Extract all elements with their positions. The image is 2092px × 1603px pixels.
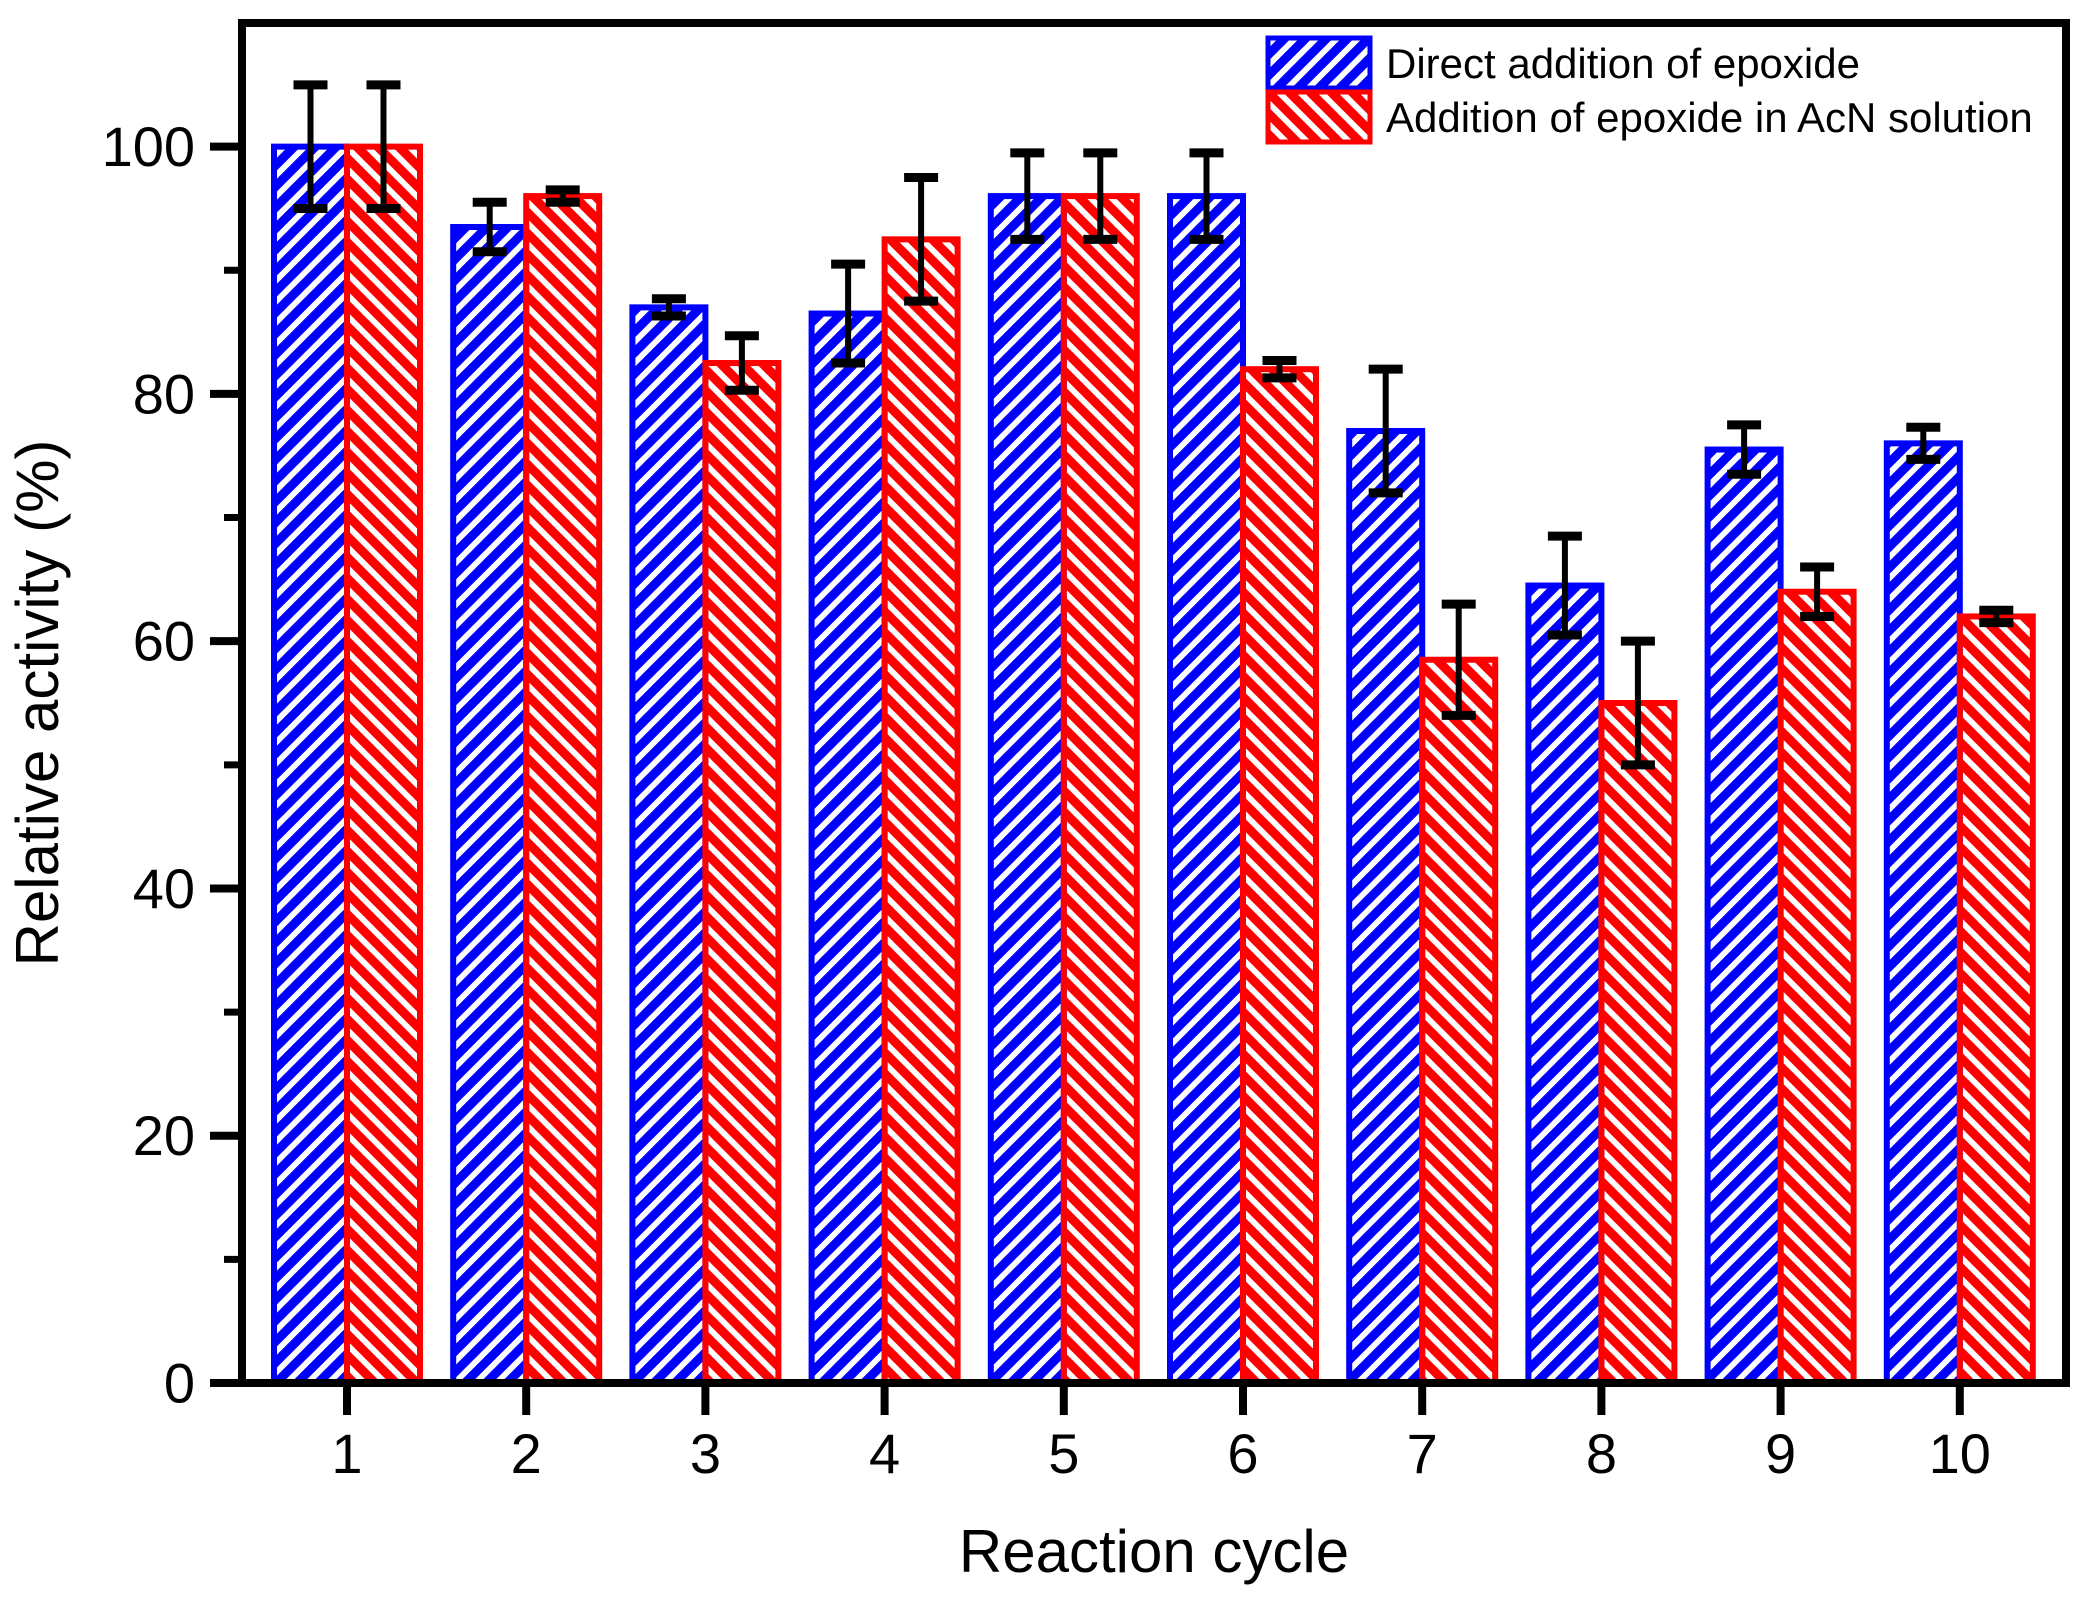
bar-series0-cycle8	[1525, 582, 1605, 1386]
error-bars-group	[293, 80, 2014, 770]
bar-series0-cycle10	[1883, 440, 1963, 1386]
x-tick-label: 4	[869, 1422, 900, 1485]
y-tick-label: 0	[164, 1352, 195, 1415]
x-tick-label: 9	[1765, 1422, 1796, 1485]
bar-series1-cycle7	[1419, 656, 1499, 1386]
bar-series1-cycle5	[1060, 193, 1140, 1386]
bar-series0-cycle1	[271, 143, 350, 1387]
y-axis-title: Relative activity (%)	[4, 440, 71, 967]
legend-swatch-direct-addition	[1265, 35, 1373, 91]
x-tick-label: 1	[331, 1422, 362, 1485]
x-tick-label: 2	[511, 1422, 542, 1485]
x-axis-title: Reaction cycle	[959, 1518, 1349, 1585]
legend-label-acn-solution: Addition of epoxide in AcN solution	[1386, 94, 2033, 141]
y-tick-label: 60	[133, 610, 195, 673]
bar-series1-cycle1	[344, 143, 423, 1387]
bar-series1-cycle10	[1956, 613, 2036, 1386]
y-tick-label: 20	[133, 1104, 195, 1167]
bar-series1-cycle6	[1240, 366, 1319, 1386]
x-tick-label: 8	[1586, 1422, 1617, 1485]
legend-swatch-acn-solution	[1265, 89, 1373, 145]
y-tick-label: 100	[102, 115, 195, 178]
bar-series0-cycle3	[629, 304, 709, 1386]
x-tick-label: 5	[1048, 1422, 1079, 1485]
y-tick-label: 80	[133, 362, 195, 425]
legend: Direct addition of epoxide Addition of e…	[1265, 35, 2033, 145]
bar-series0-cycle6	[1167, 193, 1246, 1386]
bar-series1-cycle9	[1777, 588, 1857, 1386]
bar-series0-cycle4	[808, 310, 888, 1387]
bar-series0-cycle5	[987, 193, 1067, 1386]
x-axis-ticks: 1 2 3 4 5 6 7 8 9 10	[331, 1383, 1991, 1485]
x-tick-label: 6	[1227, 1422, 1258, 1485]
bar-series1-cycle3	[702, 360, 782, 1386]
y-tick-label: 40	[133, 857, 195, 920]
x-tick-label: 10	[1929, 1422, 1991, 1485]
bar-series0-cycle2	[450, 224, 530, 1386]
bar-series1-cycle8	[1598, 700, 1678, 1386]
bar-series0-cycle7	[1346, 428, 1426, 1386]
plot-frame	[238, 19, 2070, 1387]
x-tick-label: 3	[690, 1422, 721, 1485]
legend-label-direct-addition: Direct addition of epoxide	[1386, 40, 1860, 87]
bar-series1-cycle2	[523, 193, 603, 1386]
x-tick-label: 7	[1407, 1422, 1438, 1485]
bar-series1-cycle4	[881, 236, 961, 1386]
bar-series0-cycle9	[1704, 446, 1784, 1386]
bars-group	[271, 143, 2036, 1387]
y-axis-ticks: 0 20 40 60 80 100	[102, 115, 242, 1415]
